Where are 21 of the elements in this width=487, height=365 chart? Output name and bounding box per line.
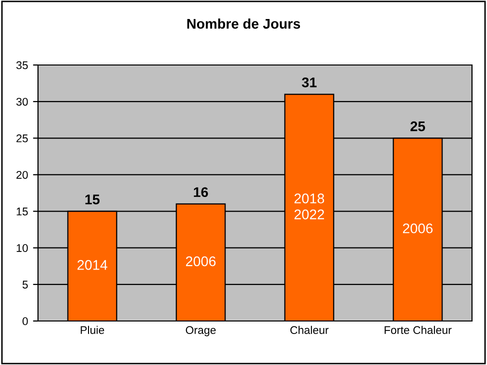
annotation: 2014 <box>78 260 108 270</box>
chart-title: Nombre de Jours <box>187 18 300 29</box>
data-label: 15 <box>85 194 100 204</box>
y-tick-label: 20 <box>16 170 28 179</box>
y-tick-label: 35 <box>16 61 28 70</box>
annotation: 2018 2022 <box>294 194 324 220</box>
x-tick-label: Orage <box>186 326 216 336</box>
annotation: 2006 <box>186 256 216 266</box>
x-tick-label: Forte Chaleur <box>384 326 452 334</box>
data-label: 25 <box>410 121 426 132</box>
x-tick-label: Pluie <box>80 326 104 334</box>
x-tick-label: Chaleur <box>290 326 329 334</box>
annotation: 2006 <box>403 223 433 234</box>
y-tick-label: 5 <box>22 280 28 289</box>
y-tick-label: 30 <box>16 98 28 106</box>
y-tick-label: 25 <box>16 134 28 142</box>
y-tick-label: 15 <box>16 208 28 216</box>
y-tick-label: 10 <box>16 244 28 252</box>
y-tick-label: 0 <box>22 317 28 326</box>
data-label: 31 <box>302 78 317 88</box>
data-label: 16 <box>194 187 208 198</box>
